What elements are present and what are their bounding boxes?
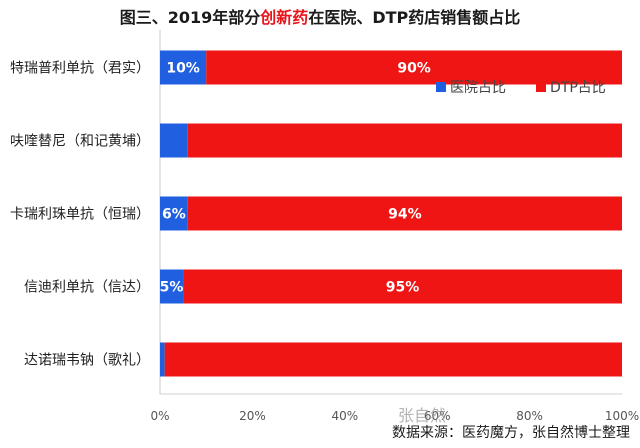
category-label-2: 卡瑞利珠单抗（恒瑞） xyxy=(10,207,150,223)
bar-hospital-4 xyxy=(160,342,165,377)
x-tick-label-2: 40% xyxy=(331,409,358,423)
legend-swatch-hospital xyxy=(436,82,446,92)
data-label-hospital-2: 6% xyxy=(162,207,186,223)
bars-group xyxy=(160,50,622,377)
source-note: 数据来源：医药魔方，张自然博士整理 xyxy=(392,425,630,441)
data-label-dtp-2: 94% xyxy=(388,207,422,223)
legend-label-dtp: DTP占比 xyxy=(550,80,606,96)
data-label-dtp-3: 95% xyxy=(386,280,420,296)
bar-hospital-3 xyxy=(160,269,184,304)
watermark: 张自然 xyxy=(398,406,447,425)
title-part-2: 在医院、DTP药店销售额占比 xyxy=(308,8,521,27)
legend-swatch-dtp xyxy=(536,82,546,92)
category-label-4: 达诺瑞韦钠（歌礼） xyxy=(24,353,150,369)
bar-labels-group: 10% 90% 6% 94% 5% 95% xyxy=(160,61,431,296)
bar-hospital-1 xyxy=(160,123,188,158)
bar-hospital-0 xyxy=(160,50,207,85)
title-highlight: 创新药 xyxy=(260,8,309,27)
x-tick-label-4: 80% xyxy=(516,409,543,423)
x-tick-label-1: 20% xyxy=(239,409,266,423)
x-tick-label-5: 100% xyxy=(605,409,639,423)
legend-label-hospital: 医院占比 xyxy=(450,80,506,96)
bar-hospital-2 xyxy=(160,196,188,231)
category-label-0: 特瑞普利单抗（君实） xyxy=(10,61,150,77)
title-part-1: 图三、2019年部分 xyxy=(119,8,261,27)
data-label-hospital-3: 5% xyxy=(160,280,184,296)
category-labels-group: 特瑞普利单抗（君实） 呋喹替尼（和记黄埔） 卡瑞利珠单抗（恒瑞） 信迪利单抗（信达） 达… xyxy=(10,61,150,369)
chart-title: 图三、2019年部分创新药在医院、DTP药店销售额占比 xyxy=(0,4,640,28)
x-tick-label-0: 0% xyxy=(150,409,169,423)
bar-dtp-4 xyxy=(164,342,622,377)
bar-dtp-1 xyxy=(187,123,622,158)
bar-dtp-3 xyxy=(183,269,622,304)
data-label-dtp-0: 90% xyxy=(397,61,431,77)
legend: 医院占比 DTP占比 xyxy=(436,80,606,96)
bar-dtp-2 xyxy=(187,196,622,231)
x-tick-label-3: 60% xyxy=(424,409,451,423)
data-label-hospital-0: 10% xyxy=(166,61,200,77)
x-tick-labels-group: 0% 20% 40% 60% 80% 100% xyxy=(150,409,639,423)
category-label-1: 呋喹替尼（和记黄埔） xyxy=(10,133,150,150)
category-label-3: 信迪利单抗（信达） xyxy=(24,280,150,296)
bar-dtp-0 xyxy=(206,50,622,85)
